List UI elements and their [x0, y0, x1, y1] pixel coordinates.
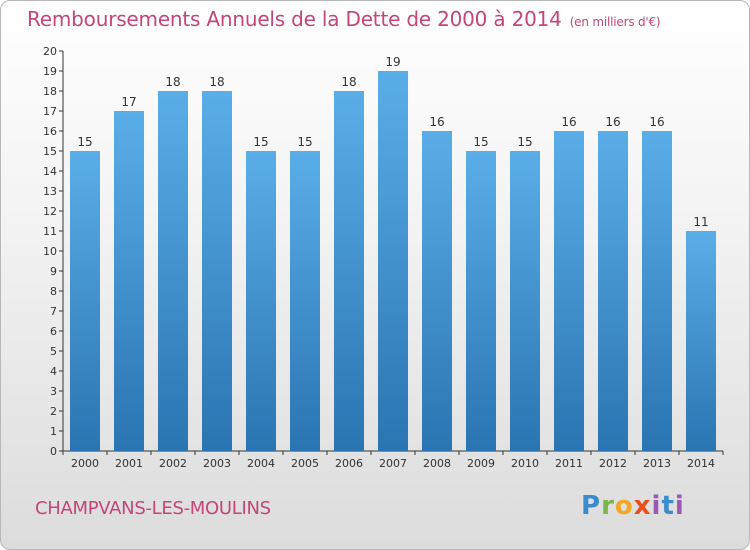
y-tick-label: 5: [50, 345, 57, 358]
y-tick-label: 1: [50, 425, 57, 438]
bar-2009: [466, 151, 496, 451]
data-label-2007: 19: [385, 55, 400, 69]
bar-2004: [246, 151, 276, 451]
x-tick-label: 2006: [335, 457, 363, 470]
x-tick-label: 2005: [291, 457, 319, 470]
y-tick-label: 4: [50, 365, 57, 378]
data-label-2000: 15: [77, 135, 92, 149]
x-tick-label: 2007: [379, 457, 407, 470]
bar-2005: [290, 151, 320, 451]
bar-2011: [554, 131, 584, 451]
data-label-2002: 18: [165, 75, 180, 89]
y-tick-label: 16: [43, 125, 57, 138]
y-tick-label: 15: [43, 145, 57, 158]
y-tick-label: 6: [50, 325, 57, 338]
x-tick-label: 2014: [687, 457, 715, 470]
x-tick-label: 2011: [555, 457, 583, 470]
x-axis: 2000 2001 2002 2003 2004 2005 2006 2007 2008 2009…: [62, 450, 724, 470]
bar-2007: [378, 71, 408, 451]
data-label-2011: 16: [561, 115, 576, 129]
data-label-2013: 16: [649, 115, 664, 129]
y-tick-label: 14: [43, 165, 57, 178]
chart-title: Remboursements Annuels de la Dette de 20…: [27, 7, 661, 31]
bar-2000: [70, 151, 100, 451]
bar-2002: [158, 91, 188, 451]
x-tick-label: 2003: [203, 457, 231, 470]
data-label-2008: 16: [429, 115, 444, 129]
data-label-2006: 18: [341, 75, 356, 89]
x-tick-label: 2002: [159, 457, 187, 470]
data-label-2014: 11: [693, 215, 708, 229]
bar-2014: [686, 231, 716, 451]
x-tick-label: 2013: [643, 457, 671, 470]
y-tick-label: 9: [50, 265, 57, 278]
y-tick-label: 2: [50, 405, 57, 418]
x-tick-label: 2000: [71, 457, 99, 470]
x-tick-label: 2008: [423, 457, 451, 470]
bar-2006: [334, 91, 364, 451]
x-tick-label: 2001: [115, 457, 143, 470]
data-label-2012: 16: [605, 115, 620, 129]
y-tick-label: 11: [43, 225, 57, 238]
x-tick-label: 2004: [247, 457, 275, 470]
y-tick-label: 8: [50, 285, 57, 298]
data-label-2010: 15: [517, 135, 532, 149]
bar-2003: [202, 91, 232, 451]
y-tick-label: 10: [43, 245, 57, 258]
bar-2008: [422, 131, 452, 451]
data-label-2005: 15: [297, 135, 312, 149]
data-label-2001: 17: [121, 95, 136, 109]
y-tick-label: 13: [43, 185, 57, 198]
y-tick-label: 20: [43, 45, 57, 58]
y-tick-label: 19: [43, 65, 57, 78]
data-label-2003: 18: [209, 75, 224, 89]
data-label-2004: 15: [253, 135, 268, 149]
x-tick-label: 2012: [599, 457, 627, 470]
bar-2012: [598, 131, 628, 451]
x-tick-label: 2010: [511, 457, 539, 470]
x-tick-label: 2009: [467, 457, 495, 470]
data-label-2009: 15: [473, 135, 488, 149]
proxiti-logo: Proxiti: [581, 491, 685, 521]
commune-name: CHAMPVANS-LES-MOULINS: [35, 498, 271, 519]
y-tick-label: 7: [50, 305, 57, 318]
bars: [70, 71, 716, 451]
y-tick-label: 0: [50, 445, 57, 458]
chart-subtitle: (en milliers d'€): [569, 15, 661, 29]
data-labels: 15 17 18 18 15 15 18 19 16 15 15 16 16 16 11: [77, 55, 708, 229]
bar-2010: [510, 151, 540, 451]
y-tick-label: 12: [43, 205, 57, 218]
chart-title-text: Remboursements Annuels de la Dette de 20…: [27, 7, 562, 31]
bar-2001: [114, 111, 144, 451]
bar-2013: [642, 131, 672, 451]
y-tick-label: 18: [43, 85, 57, 98]
y-tick-label: 3: [50, 385, 57, 398]
y-tick-label: 17: [43, 105, 57, 118]
